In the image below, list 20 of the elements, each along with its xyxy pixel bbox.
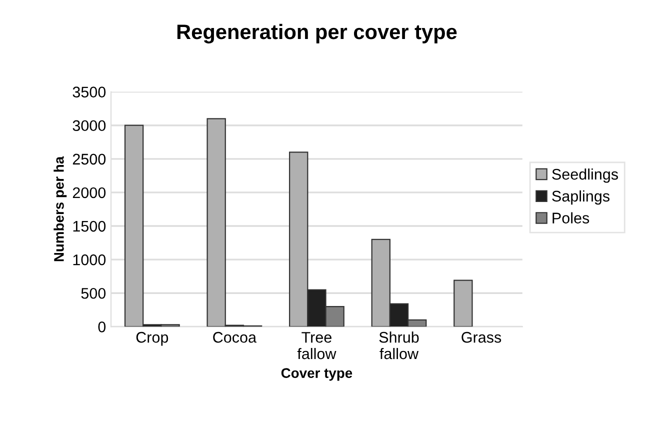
- legend-label: Seedlings: [552, 168, 618, 183]
- y-tick-label: 1500: [73, 220, 106, 232]
- y-tick-label: 0: [98, 322, 106, 332]
- y-tick-label: 2000: [72, 187, 106, 198]
- x-tick-label: Grass: [462, 332, 502, 343]
- x-tick-label: Crop: [136, 332, 168, 346]
- legend-label: Poles: [552, 212, 590, 224]
- x-tick-label: Cocoa: [213, 332, 257, 343]
- y-tick-label: 3500: [72, 86, 106, 98]
- y-axis-title: Numbers per ha: [54, 156, 67, 262]
- legend-label: Saplings: [552, 190, 610, 205]
- y-tick-label: 500: [81, 288, 106, 299]
- chart-title: Regeneration per cover type: [177, 24, 457, 44]
- y-tick-label: 1000: [73, 254, 106, 266]
- bar: [454, 280, 473, 327]
- x-axis-title: Cover type: [281, 368, 352, 381]
- x-tick-label: Tree fallow: [297, 332, 336, 360]
- y-tick-label: 2500: [72, 154, 106, 165]
- y-tick-label: 3000: [72, 120, 106, 132]
- x-tick-label: Shrub fallow: [379, 332, 419, 360]
